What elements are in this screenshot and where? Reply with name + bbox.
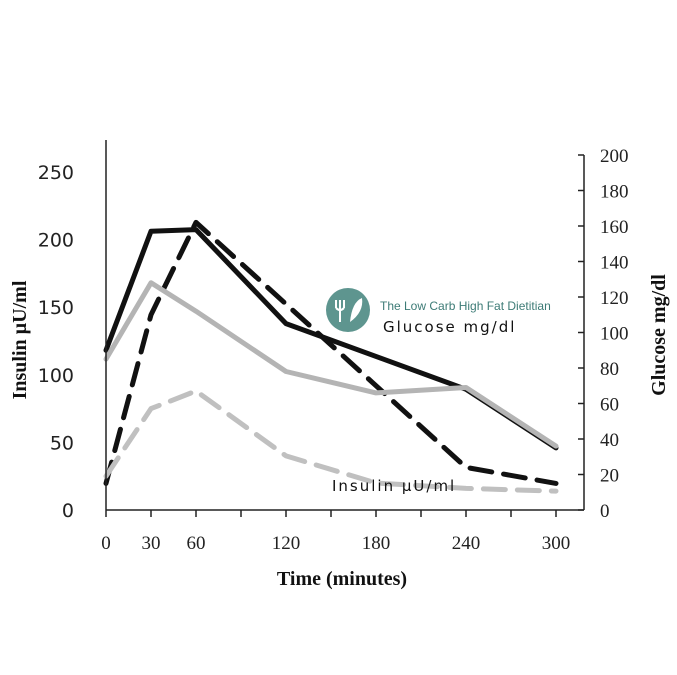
right-tick-label: 40 bbox=[600, 430, 619, 451]
x-tick-label: 30 bbox=[142, 533, 161, 554]
right-tick-label: 60 bbox=[600, 395, 619, 416]
watermark-text: The Low Carb High Fat Dietitian bbox=[380, 299, 551, 313]
left-tick-label: 250 bbox=[38, 162, 74, 184]
glucose-annotation: Glucose mg/dl bbox=[383, 318, 516, 336]
watermark-logo: The Low Carb High Fat Dietitian bbox=[326, 288, 551, 332]
left-axis-title: Insulin µU/ml bbox=[9, 280, 31, 399]
right-tick-label: 0 bbox=[600, 501, 610, 522]
right-tick-label: 80 bbox=[600, 359, 619, 380]
right-tick-label: 200 bbox=[600, 146, 629, 167]
right-axis-title: Glucose mg/dl bbox=[648, 274, 670, 396]
fork-and-leaf-icon bbox=[335, 298, 363, 322]
x-tick-label: 180 bbox=[362, 533, 391, 554]
axes-layer bbox=[105, 140, 585, 517]
labels-layer: 0 50 100 150 200 250 0 20 40 60 80 100 120 140 160 180 2… bbox=[38, 146, 629, 554]
x-axis-title: Time (minutes) bbox=[277, 568, 407, 590]
watermark-circle bbox=[326, 288, 370, 332]
series-line-1 bbox=[103, 227, 559, 451]
right-tick-label: 20 bbox=[600, 466, 619, 487]
x-tick-label: 300 bbox=[542, 533, 571, 554]
right-tick-label: 120 bbox=[600, 288, 629, 309]
right-tick-label: 140 bbox=[600, 253, 629, 274]
x-tick-label: 240 bbox=[452, 533, 481, 554]
x-tick-label: 0 bbox=[101, 533, 111, 554]
right-tick-label: 180 bbox=[600, 182, 629, 203]
left-tick-label: 100 bbox=[38, 365, 74, 387]
insulin-annotation: Insulin µU/ml bbox=[332, 477, 456, 495]
x-tick-label: 120 bbox=[272, 533, 301, 554]
left-tick-label: 0 bbox=[62, 500, 74, 522]
left-tick-label: 200 bbox=[38, 230, 74, 252]
series-line-2 bbox=[103, 219, 559, 486]
left-tick-label: 50 bbox=[50, 432, 74, 454]
x-tick-label: 60 bbox=[187, 533, 206, 554]
right-tick-label: 160 bbox=[600, 217, 629, 238]
right-tick-label: 100 bbox=[600, 324, 629, 345]
series-layer bbox=[103, 219, 559, 494]
left-tick-label: 150 bbox=[38, 297, 74, 319]
